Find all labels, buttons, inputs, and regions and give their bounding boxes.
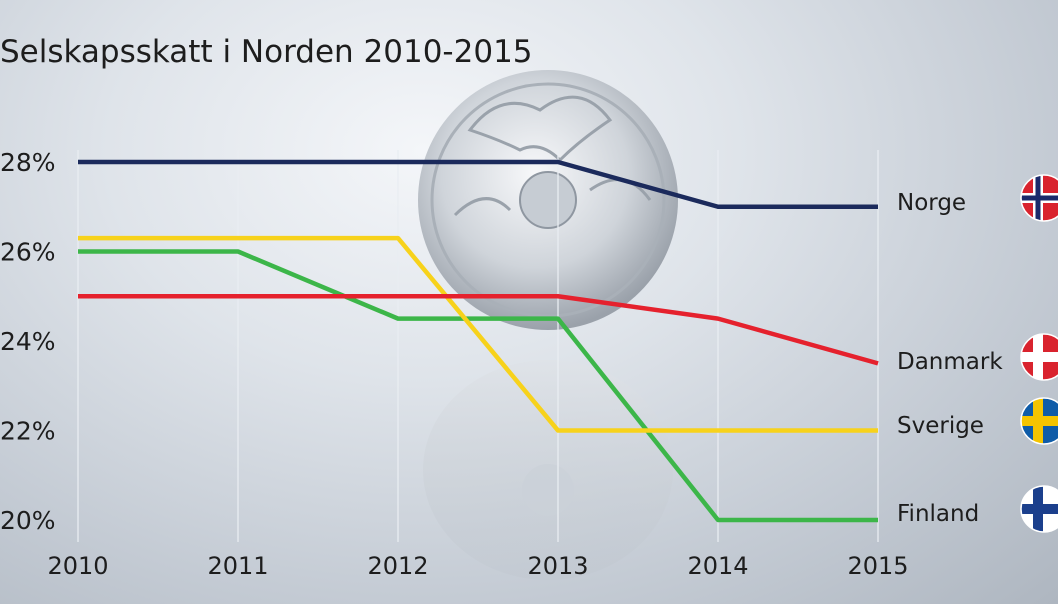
x-tick-label: 2013 (527, 552, 588, 580)
norway-flag-icon (1020, 174, 1058, 222)
coin-image (418, 70, 678, 580)
series-line-norge (78, 159, 878, 209)
series-label-finland: Finland (897, 501, 979, 527)
x-tick-label: 2014 (687, 552, 748, 580)
grid-lines (77, 150, 879, 542)
y-tick-label: 22% (0, 417, 56, 446)
x-tick-label: 2010 (47, 552, 108, 580)
y-axis-ticks: 28% 26% 24% 22% 20% (0, 148, 56, 535)
y-tick-label: 24% (0, 327, 56, 356)
series-label-danmark: Danmark (897, 349, 1003, 375)
chart-title-text: Selskapsskatt i Norden 2010-2015 (0, 34, 533, 70)
series-lines (78, 159, 879, 523)
series-line-finland (78, 249, 878, 523)
series-labels: Norge Danmark Sverige Finland (897, 190, 1003, 527)
series-line-danmark (78, 294, 879, 366)
series-line-sverige (78, 235, 878, 433)
series-label-sverige: Sverige (897, 413, 984, 439)
x-tick-label: 2011 (207, 552, 268, 580)
chart-title: Selskapsskatt i Norden 2010-2015 (0, 34, 533, 70)
x-tick-label: 2012 (367, 552, 428, 580)
series-label-norge: Norge (897, 190, 966, 216)
denmark-flag-icon (1020, 333, 1058, 381)
x-tick-label: 2015 (847, 552, 908, 580)
sweden-flag-icon (1020, 397, 1058, 445)
finland-flag-icon (1020, 485, 1058, 533)
y-tick-label: 20% (0, 506, 56, 535)
y-tick-label: 26% (0, 238, 56, 267)
x-axis-ticks: 2010 2011 2012 2013 2014 2015 (47, 552, 908, 580)
y-tick-label: 28% (0, 148, 56, 177)
flags (1020, 174, 1058, 533)
